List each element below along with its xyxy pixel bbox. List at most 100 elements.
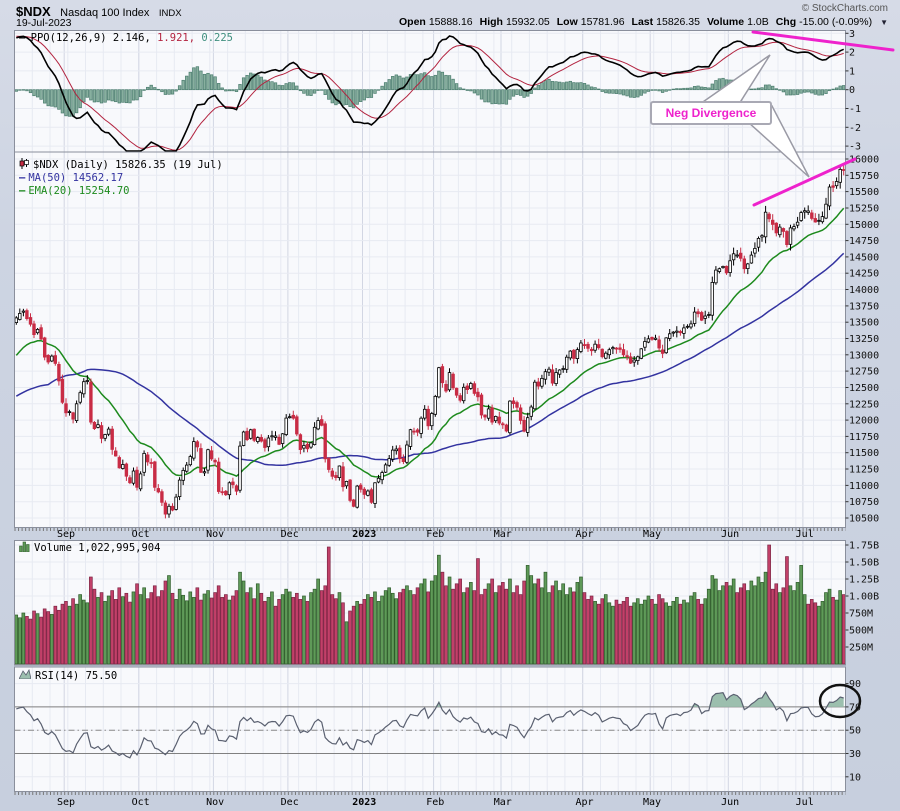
svg-text:50: 50 (849, 726, 861, 737)
svg-text:1.00B: 1.00B (849, 592, 879, 603)
ppo-line-swatch: — (19, 32, 25, 44)
open-label: Open (398, 16, 426, 28)
svg-text:16000: 16000 (849, 155, 879, 166)
svg-text:15250: 15250 (849, 204, 879, 215)
svg-text:11500: 11500 (849, 448, 879, 459)
svg-text:10: 10 (849, 772, 861, 783)
svg-text:Jun: Jun (721, 797, 739, 808)
quote-summary-bar: Open 15888.16 High 15932.05 Low 15781.96 La… (399, 16, 888, 28)
copyright-label: © StockCharts.com (801, 3, 888, 14)
svg-text:13500: 13500 (849, 318, 879, 329)
svg-text:750M: 750M (849, 609, 873, 620)
ppo-signal-value: 1.921, (157, 32, 196, 44)
svg-text:-3: -3 (849, 142, 861, 153)
svg-text:Oct: Oct (132, 797, 150, 808)
neg-divergence-callout: Neg Divergence (650, 101, 772, 125)
quote-high: High 15932.05 (480, 16, 550, 28)
quote-low: Low 15781.96 (557, 16, 625, 28)
svg-text:Feb: Feb (426, 797, 444, 808)
volume-legend: Volume 1,022,995,904 (19, 541, 160, 556)
chevron-down-icon[interactable]: ▼ (880, 17, 888, 27)
chart-date: 19-Jul-2023 (16, 17, 72, 29)
chart-header: $NDX Nasdaq 100 Index INDX (16, 3, 182, 19)
svg-text:15750: 15750 (849, 171, 879, 182)
svg-text:500M: 500M (849, 626, 873, 637)
svg-text:Feb: Feb (426, 529, 444, 540)
svg-text:1.50B: 1.50B (849, 558, 879, 569)
svg-text:2023: 2023 (352, 529, 376, 540)
ema20-legend-label: EMA(20) 15254.70 (28, 185, 130, 197)
svg-text:90: 90 (849, 679, 861, 690)
ppo-legend: — PPO(12,26,9) 2.146, 1.921, 0.225 (19, 32, 233, 45)
ppo-legend-label: PPO(12,26,9) (30, 32, 107, 44)
volume-label: Volume (706, 16, 745, 28)
svg-text:250M: 250M (849, 643, 873, 654)
svg-text:Jul: Jul (796, 529, 814, 540)
svg-text:Mar: Mar (494, 797, 512, 808)
rsi-area-icon (18, 668, 32, 683)
svg-text:15500: 15500 (849, 187, 879, 198)
svg-text:13250: 13250 (849, 334, 879, 345)
svg-text:2: 2 (849, 48, 855, 59)
ppo-value: 2.146, (112, 32, 151, 44)
svg-text:2023: 2023 (352, 797, 376, 808)
svg-text:Nov: Nov (206, 797, 224, 808)
quote-volume: Volume 1.0B (707, 16, 769, 28)
svg-text:Oct: Oct (132, 529, 150, 540)
svg-text:15000: 15000 (849, 220, 879, 231)
rsi-legend: RSI(14) 75.50 (18, 668, 118, 683)
svg-text:14750: 14750 (849, 236, 879, 247)
svg-text:30: 30 (849, 749, 861, 760)
high-value: 15932.05 (505, 16, 550, 28)
svg-text:12000: 12000 (849, 416, 879, 427)
svg-text:13750: 13750 (849, 301, 879, 312)
ma50-legend-label: MA(50) 14562.17 (28, 172, 124, 184)
high-label: High (479, 16, 503, 28)
price-legend-label: $NDX (Daily) 15826.35 (19 Jul) (33, 159, 223, 171)
svg-text:12500: 12500 (849, 383, 879, 394)
candlestick-icon (19, 158, 29, 173)
svg-text:Mar: Mar (494, 529, 512, 540)
svg-text:Apr: Apr (575, 797, 593, 808)
svg-text:Dec: Dec (281, 797, 299, 808)
svg-text:Sep: Sep (57, 529, 75, 540)
ppo-hist-value: 0.225 (201, 32, 233, 44)
svg-text:11000: 11000 (849, 481, 879, 492)
svg-text:12750: 12750 (849, 367, 879, 378)
symbol-ticker: $NDX (16, 4, 51, 19)
symbol-name: Nasdaq 100 Index (60, 7, 150, 19)
svg-text:11250: 11250 (849, 465, 879, 476)
svg-text:10750: 10750 (849, 497, 879, 508)
volume-bars-icon (19, 541, 30, 556)
svg-text:14500: 14500 (849, 252, 879, 263)
last-label: Last (631, 16, 654, 28)
svg-text:May: May (643, 529, 661, 540)
symbol-exchange: INDX (158, 8, 182, 19)
low-label: Low (556, 16, 578, 28)
ma50-line-swatch: — (19, 172, 25, 184)
svg-text:1: 1 (849, 66, 855, 77)
svg-text:10500: 10500 (849, 514, 879, 525)
svg-text:70: 70 (849, 702, 861, 713)
svg-text:Nov: Nov (206, 529, 224, 540)
open-value: 15888.16 (428, 16, 473, 28)
svg-text:May: May (643, 797, 661, 808)
svg-text:0: 0 (849, 85, 855, 96)
svg-text:13000: 13000 (849, 350, 879, 361)
svg-text:1.25B: 1.25B (849, 575, 879, 586)
svg-text:-2: -2 (849, 123, 861, 134)
low-value: 15781.96 (580, 16, 625, 28)
svg-text:14000: 14000 (849, 285, 879, 296)
svg-text:Sep: Sep (57, 797, 75, 808)
price-legend: $NDX (Daily) 15826.35 (19 Jul) — MA(50) … (19, 158, 223, 198)
rsi-legend-label: RSI(14) 75.50 (35, 669, 118, 682)
svg-text:14250: 14250 (849, 269, 879, 280)
volume-legend-label: Volume 1,022,995,904 (34, 542, 161, 554)
svg-text:Apr: Apr (575, 529, 593, 540)
chg-label: Chg (775, 16, 797, 28)
svg-text:Jul: Jul (796, 797, 814, 808)
quote-last: Last 15826.35 (632, 16, 700, 28)
chg-value: -15.00 (-0.09%) (799, 16, 873, 28)
